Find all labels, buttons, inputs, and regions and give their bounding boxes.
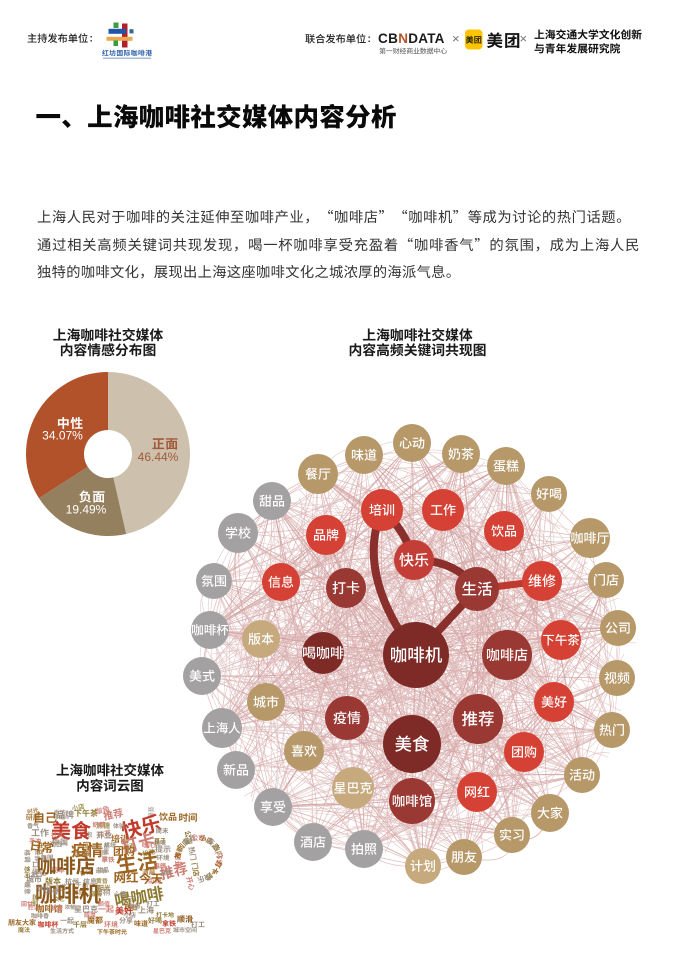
- svg-text:46.44%: 46.44%: [138, 450, 179, 464]
- svg-text:×: ×: [452, 31, 460, 46]
- svg-text::: :: [368, 34, 371, 45]
- svg-text:19.49%: 19.49%: [66, 503, 107, 517]
- svg-text:×: ×: [520, 31, 528, 46]
- svg-text:N: N: [398, 31, 408, 46]
- svg-text::: :: [90, 34, 93, 45]
- svg-text:CB: CB: [378, 31, 398, 46]
- svg-text:34.07%: 34.07%: [42, 429, 83, 443]
- svg-text:DATA: DATA: [408, 31, 444, 46]
